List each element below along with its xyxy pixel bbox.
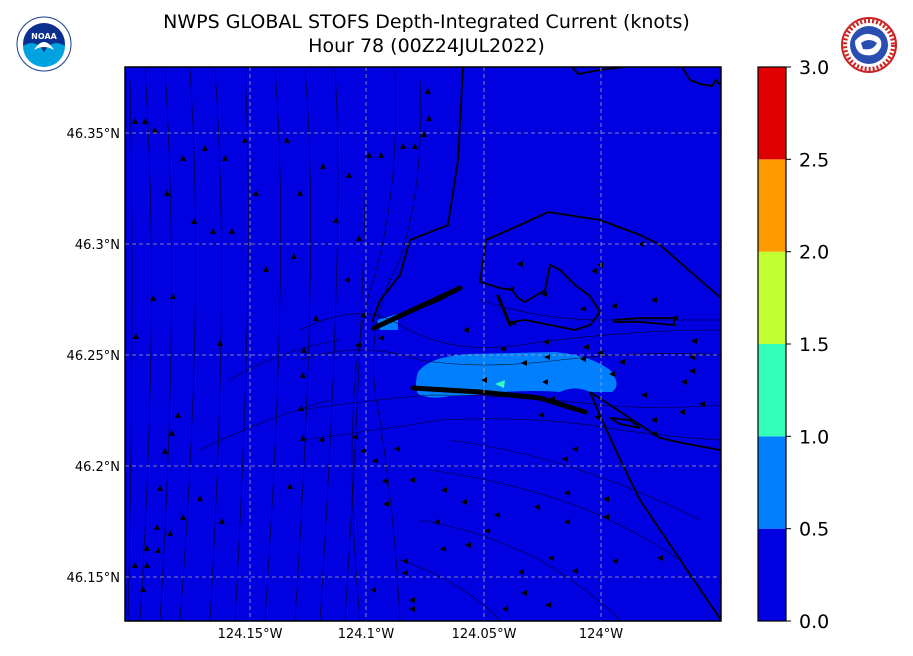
current-jet-region xyxy=(416,352,617,398)
colorbar-tick-label: 2.0 xyxy=(799,242,829,264)
flow-arrows xyxy=(132,88,705,612)
colorbar-tick-label: 2.5 xyxy=(799,149,829,171)
colorbar-bin xyxy=(758,251,786,344)
x-tick-label: 124°W xyxy=(579,627,623,642)
coastline xyxy=(371,67,721,621)
jet-core-region xyxy=(495,380,505,388)
y-tick-label: 46.3°N xyxy=(75,238,120,253)
colorbar-tick-label: 0.0 xyxy=(799,611,829,633)
y-tick-label: 46.35°N xyxy=(67,127,120,142)
colorbar-tick-label: 1.5 xyxy=(799,334,829,356)
y-tick-label: 46.2°N xyxy=(75,460,120,475)
chart-subtitle: Hour 78 (00Z24JUL2022) xyxy=(308,35,545,57)
noaa-logo: NOAA xyxy=(16,16,72,72)
jetties xyxy=(371,285,588,415)
x-tick-label: 124.05°W xyxy=(452,627,517,642)
colorbar-tick-label: 0.5 xyxy=(799,519,829,541)
colorbar-tick-label: 1.0 xyxy=(799,426,829,448)
nws-logo xyxy=(841,17,897,73)
chart-title: NWPS GLOBAL STOFS Depth-Integrated Curre… xyxy=(163,11,690,33)
colorbar-bin xyxy=(758,436,786,529)
x-tick-label: 124.15°W xyxy=(218,627,283,642)
streamlines xyxy=(127,69,721,621)
colorbar-bin xyxy=(758,67,786,160)
colorbar: 0.0 0.5 1.0 1.5 2.0 2.5 3.0 xyxy=(757,57,829,633)
plot-frame xyxy=(124,66,722,622)
colorbar-bin xyxy=(758,528,786,621)
gridlines xyxy=(125,67,721,621)
x-tick-label: 124.1°W xyxy=(338,627,395,642)
colorbar-bin xyxy=(758,344,786,437)
colorbar-tick-label: 3.0 xyxy=(799,57,829,79)
colorbar-bin xyxy=(758,159,786,252)
y-tick-label: 46.15°N xyxy=(67,571,120,586)
noaa-logo-text: NOAA xyxy=(31,32,57,41)
y-tick-label: 46.25°N xyxy=(67,349,120,364)
